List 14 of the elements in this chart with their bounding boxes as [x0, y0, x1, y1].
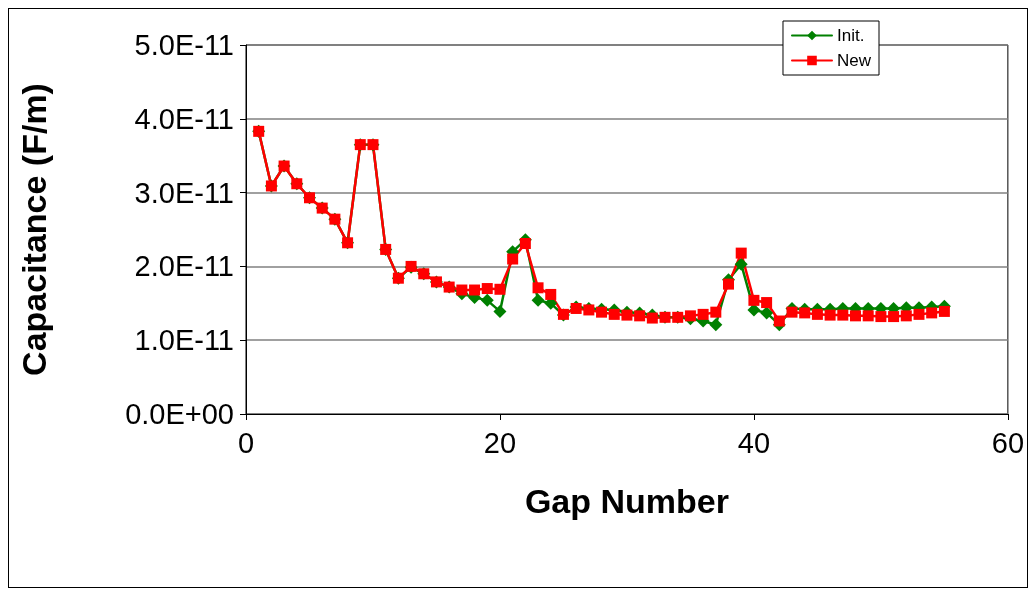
y-tick-label: 1.0E-11	[134, 324, 234, 357]
x-tick-label: 0	[237, 426, 255, 459]
legend-label: Init.	[836, 26, 865, 45]
y-tick-label: 5.0E-11	[134, 29, 234, 61]
x-axis-title: Gap Number	[524, 482, 729, 520]
legend-label: New	[836, 51, 872, 70]
y-tick-label: 2.0E-11	[134, 250, 234, 283]
y-tick-label: 3.0E-11	[134, 176, 234, 209]
y-axis-title: Capacitance (F/m)	[15, 83, 53, 376]
x-tick-label: 40	[737, 426, 771, 459]
x-tick-label: 20	[483, 426, 517, 459]
y-tick-label: 0.0E+00	[125, 398, 234, 430]
y-tick-label: 4.0E-11	[134, 102, 234, 135]
x-tick-label: 60	[991, 426, 1024, 459]
